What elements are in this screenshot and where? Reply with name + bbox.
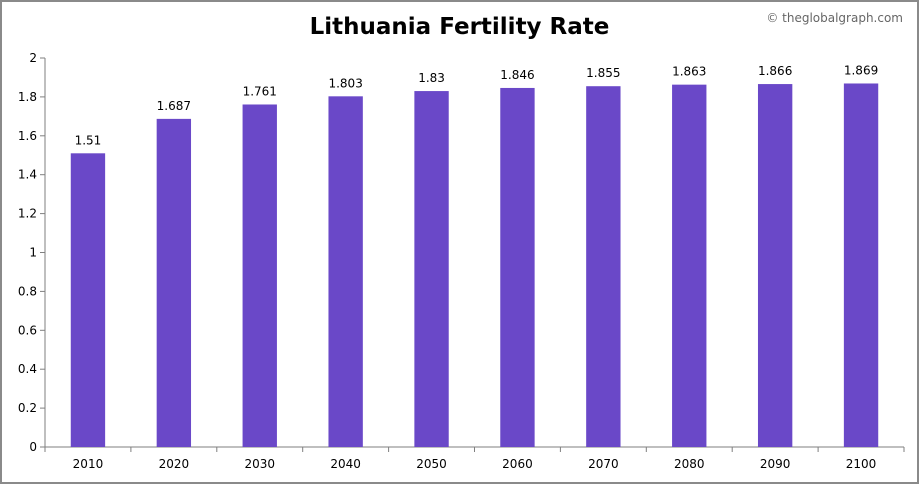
bar [242,104,277,447]
data-label: 1.869 [844,63,878,77]
y-tick-label: 0.4 [18,362,37,376]
y-tick-label: 2 [29,51,37,65]
x-tick-label: 2090 [760,457,791,471]
source-credit: © theglobalgraph.com [766,11,903,25]
y-tick-label: 0.8 [18,284,37,298]
data-label: 1.51 [75,133,102,147]
x-tick-label: 2080 [674,457,705,471]
data-label: 1.866 [758,64,792,78]
x-tick-label: 2060 [502,457,533,471]
x-tick-label: 2070 [588,457,619,471]
y-tick-label: 1.4 [18,168,37,182]
y-tick-label: 1 [29,246,37,260]
x-tick-label: 2010 [73,457,104,471]
data-label: 1.863 [672,65,706,79]
bar [156,118,192,447]
x-tick-label: 2030 [244,457,275,471]
bar [843,83,879,448]
bar [500,87,535,447]
bar [586,86,621,447]
data-label: 1.687 [157,99,191,113]
data-label: 1.83 [418,71,445,85]
y-tick-label: 0 [29,440,37,454]
bar [414,91,449,447]
bar [672,84,707,448]
y-tick-label: 1.2 [18,207,37,221]
data-label: 1.803 [328,76,362,90]
x-tick-label: 2050 [416,457,447,471]
data-label: 1.761 [243,84,277,98]
x-tick-label: 2020 [159,457,190,471]
x-tick-label: 2040 [330,457,361,471]
x-tick-label: 2100 [846,457,877,471]
bar [70,153,106,447]
y-tick-label: 0.6 [18,323,37,337]
y-tick-label: 1.6 [18,129,37,143]
bar [328,96,363,447]
chart-title: Lithuania Fertility Rate [309,14,610,40]
data-label: 1.846 [500,68,534,82]
bar [757,84,793,448]
y-tick-label: 1.8 [18,90,37,104]
data-label: 1.855 [586,66,620,80]
y-tick-label: 0.2 [18,401,37,415]
